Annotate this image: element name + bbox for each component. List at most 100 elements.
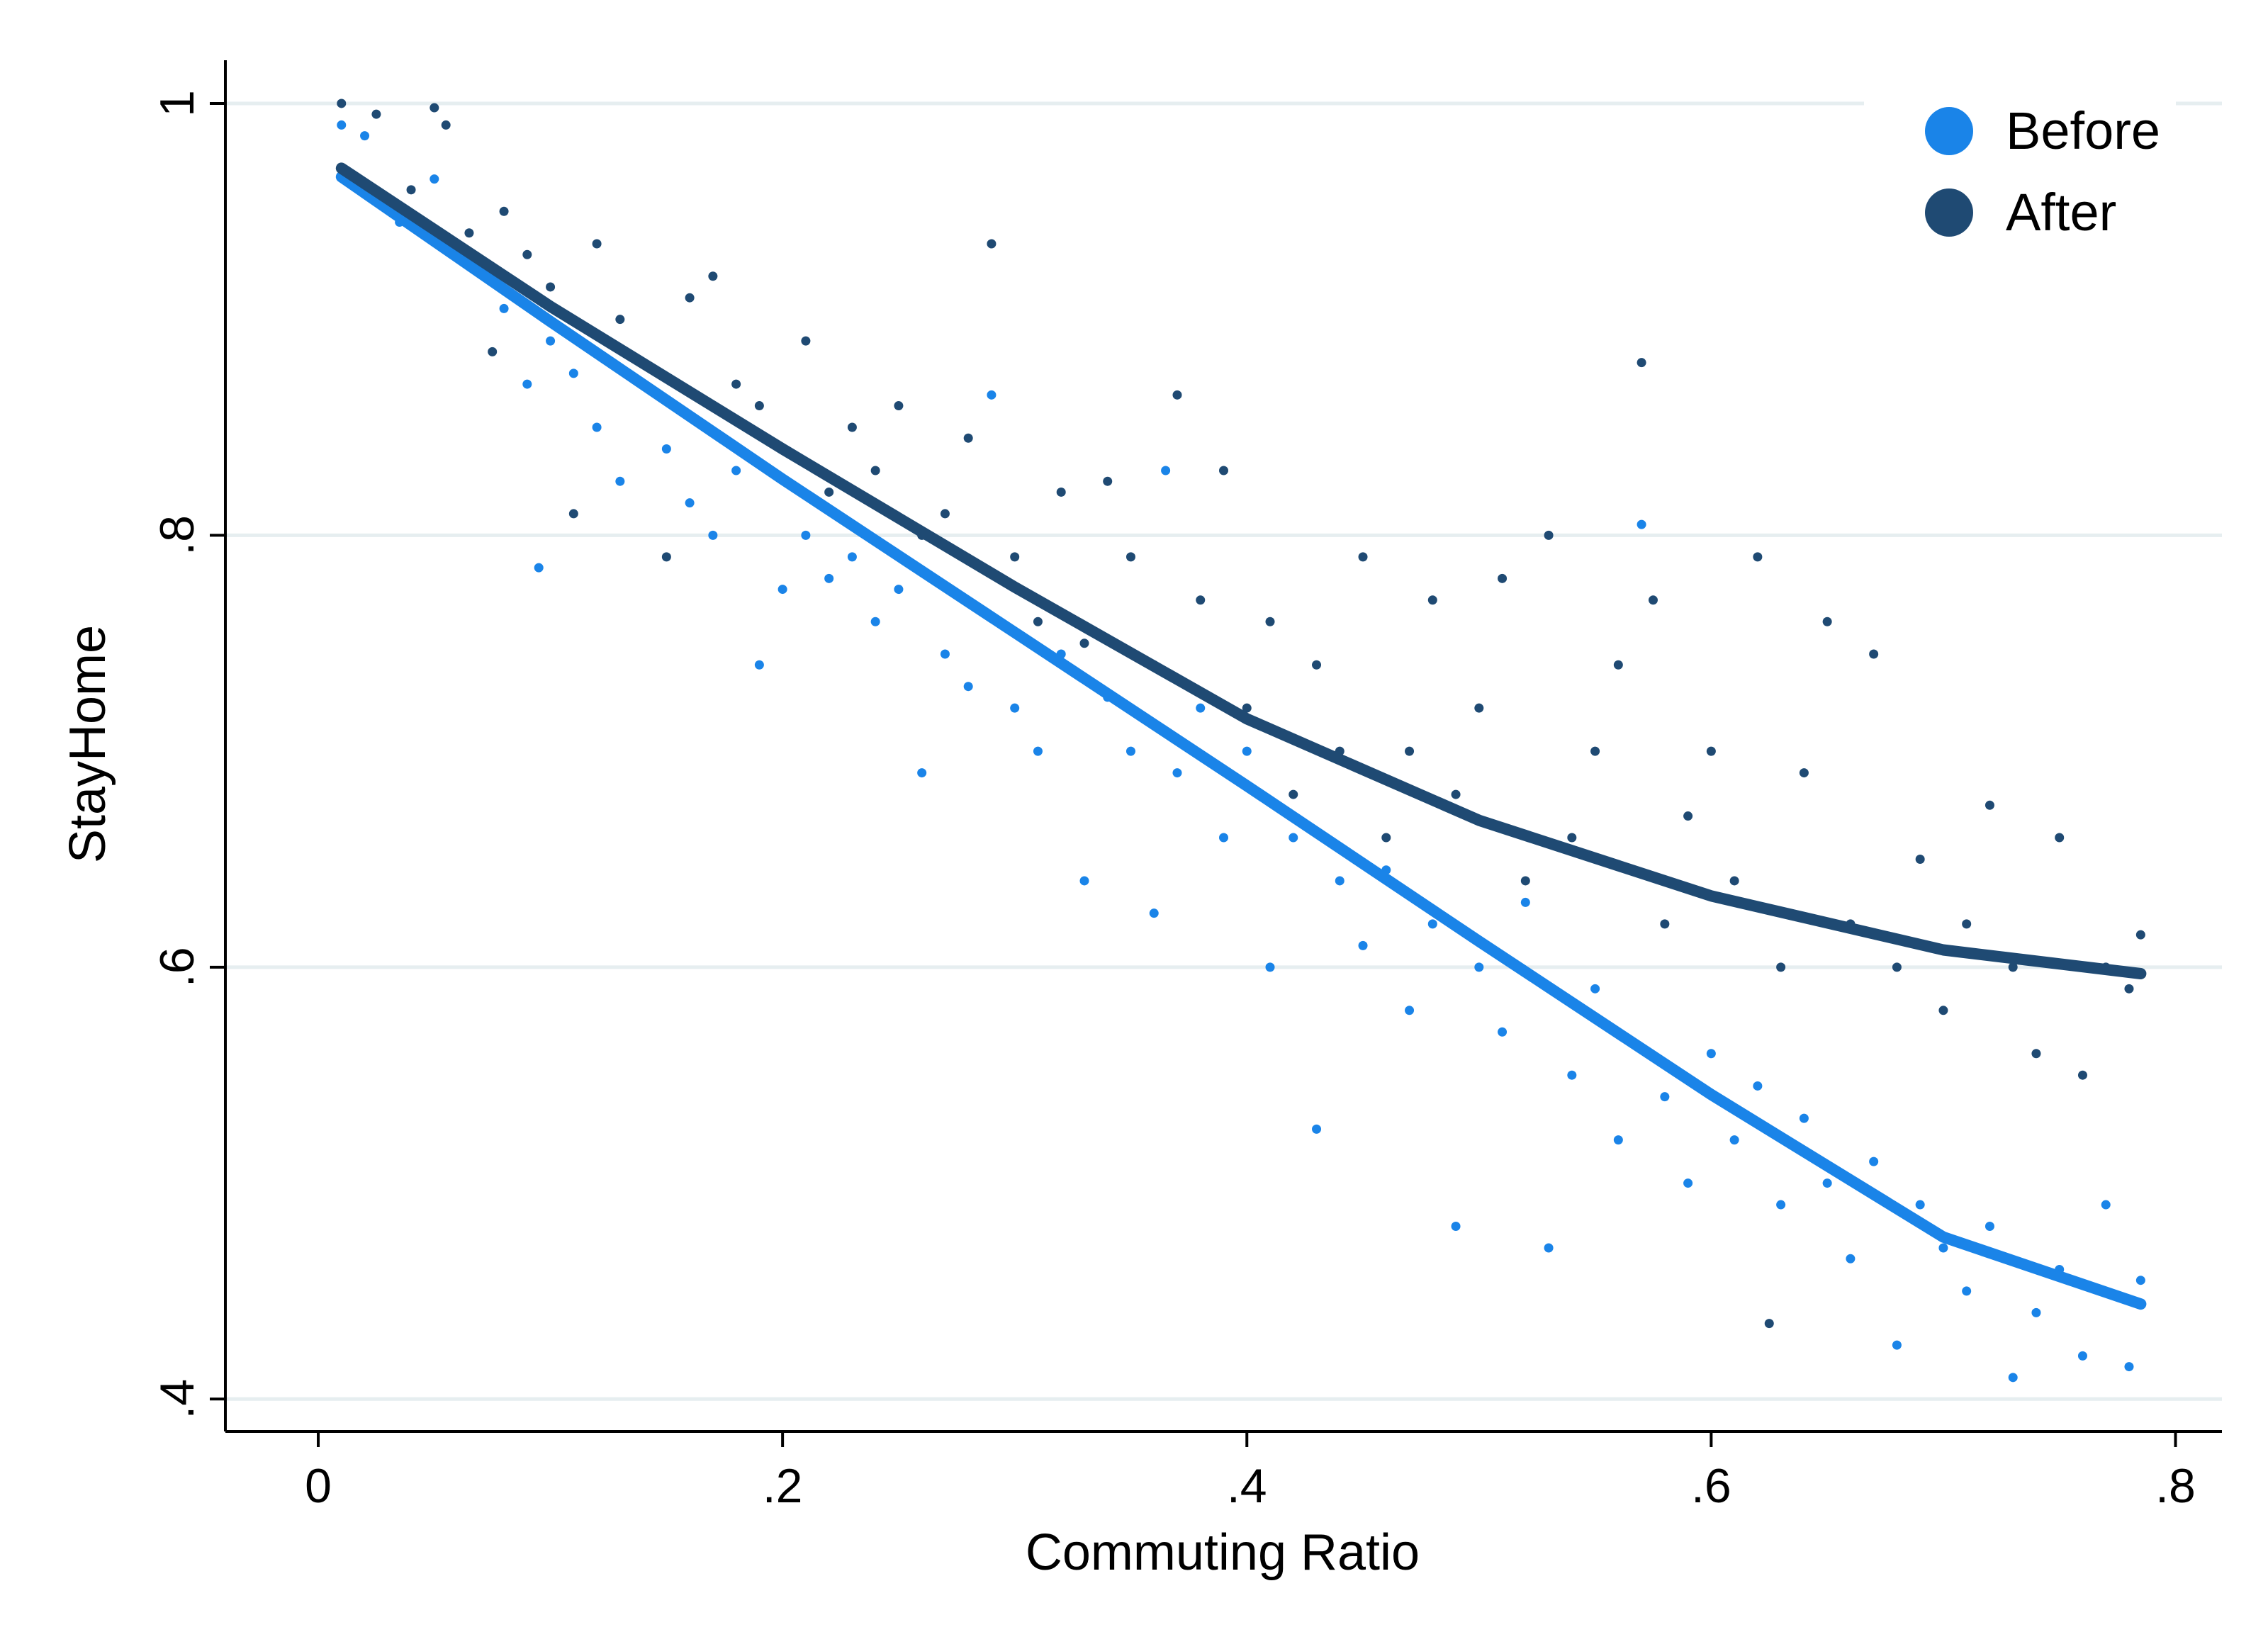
point-after-64 — [1776, 962, 1786, 972]
point-after-17 — [731, 379, 741, 389]
point-after-62 — [1753, 552, 1763, 562]
y-tick-label-2: .8 — [150, 515, 204, 556]
point-before-72 — [2008, 1373, 2018, 1383]
point-before-25 — [940, 649, 950, 659]
y-axis-ticks: .4 .6 .8 1 — [150, 90, 225, 1419]
point-after-18 — [754, 401, 764, 411]
point-before-40 — [1265, 962, 1275, 972]
point-after-9 — [546, 282, 556, 292]
point-before-6 — [522, 379, 532, 389]
legend-marker-after — [1925, 188, 1973, 237]
point-before-37 — [1196, 703, 1206, 713]
point-before-11 — [615, 476, 625, 486]
point-before-70 — [1962, 1286, 1972, 1296]
x-tick-label-2: .4 — [1227, 1459, 1267, 1513]
point-before-50 — [1498, 1027, 1508, 1037]
point-after-57 — [1648, 595, 1658, 605]
legend: Before After — [1864, 94, 2176, 257]
x-tick-label-4: .8 — [2155, 1459, 2196, 1513]
point-after-60 — [1706, 746, 1716, 756]
point-before-69 — [1938, 1243, 1948, 1253]
point-after-26 — [940, 509, 950, 519]
point-after-52 — [1544, 530, 1554, 540]
point-after-3 — [430, 103, 439, 113]
point-before-0 — [337, 120, 347, 130]
point-before-27 — [987, 390, 997, 400]
x-tick-label-1: .2 — [763, 1459, 803, 1513]
point-after-5 — [464, 228, 474, 238]
point-before-18 — [777, 585, 787, 595]
fit-lines — [335, 162, 2147, 1310]
point-after-73 — [1984, 800, 1994, 810]
point-before-55 — [1613, 1135, 1623, 1145]
point-after-14 — [661, 552, 671, 562]
point-after-44 — [1358, 552, 1368, 562]
point-before-61 — [1753, 1081, 1763, 1091]
point-before-22 — [870, 617, 880, 626]
point-before-60 — [1729, 1135, 1739, 1145]
y-tick-label-3: 1 — [150, 90, 204, 117]
point-before-10 — [592, 422, 602, 432]
point-after-10 — [568, 509, 578, 519]
point-after-22 — [847, 422, 857, 432]
point-after-70 — [1915, 854, 1925, 864]
point-before-43 — [1335, 876, 1344, 886]
point-before-19 — [801, 530, 811, 540]
legend-label-before: Before — [2006, 101, 2160, 160]
point-before-31 — [1079, 876, 1089, 886]
point-after-42 — [1312, 660, 1322, 670]
point-before-20 — [824, 573, 834, 583]
point-before-5 — [499, 303, 509, 313]
point-before-24 — [917, 768, 927, 778]
point-after-56 — [1637, 358, 1646, 368]
x-axis-ticks: 0 .2 .4 .6 .8 — [305, 1431, 2196, 1513]
point-before-39 — [1242, 746, 1252, 756]
point-after-0 — [337, 99, 347, 108]
point-after-68 — [1869, 649, 1879, 659]
point-after-34 — [1125, 552, 1135, 562]
point-before-1 — [360, 131, 370, 141]
point-after-6 — [488, 347, 498, 356]
point-after-65 — [1799, 768, 1809, 778]
point-before-52 — [1544, 1243, 1554, 1253]
point-before-34 — [1149, 908, 1159, 918]
point-before-66 — [1869, 1156, 1879, 1166]
point-before-58 — [1683, 1178, 1693, 1188]
point-after-23 — [870, 466, 880, 475]
axes — [224, 60, 2222, 1433]
point-before-47 — [1427, 919, 1437, 929]
point-after-48 — [1451, 789, 1461, 799]
y-axis-title: StayHome — [60, 625, 116, 863]
point-after-69 — [1892, 962, 1902, 972]
point-after-47 — [1427, 595, 1437, 605]
point-before-33 — [1125, 746, 1135, 756]
point-after-36 — [1172, 390, 1182, 400]
point-before-59 — [1706, 1049, 1716, 1059]
point-after-37 — [1196, 595, 1206, 605]
point-before-57 — [1660, 1092, 1670, 1102]
point-after-27 — [963, 433, 973, 443]
point-after-1 — [371, 109, 381, 119]
point-after-39 — [1242, 703, 1252, 713]
point-after-7 — [499, 206, 509, 216]
point-before-14 — [685, 498, 695, 508]
point-after-4 — [441, 120, 451, 130]
point-before-71 — [1984, 1222, 1994, 1232]
point-after-40 — [1265, 617, 1275, 626]
point-before-38 — [1219, 833, 1228, 843]
scatter-points — [337, 99, 2145, 1383]
point-before-8 — [546, 336, 556, 346]
point-before-35 — [1161, 466, 1171, 475]
point-after-46 — [1405, 746, 1415, 756]
point-before-41 — [1289, 833, 1298, 843]
point-after-11 — [592, 239, 602, 249]
point-before-64 — [1822, 1178, 1832, 1188]
point-after-16 — [708, 271, 718, 281]
x-tick-label-3: .6 — [1691, 1459, 1731, 1513]
point-before-56 — [1637, 519, 1646, 529]
point-before-65 — [1846, 1254, 1856, 1264]
legend-marker-before — [1925, 107, 1973, 155]
point-after-50 — [1498, 573, 1508, 583]
point-after-24 — [894, 401, 904, 411]
